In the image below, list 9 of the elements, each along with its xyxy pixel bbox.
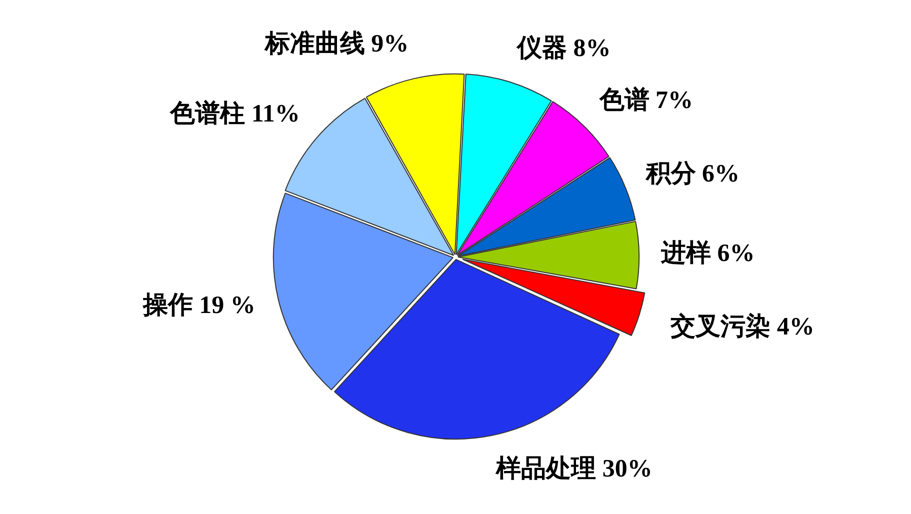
slice-label: 色谱柱 11%	[169, 99, 300, 128]
slice-label: 样品处理 30%	[495, 454, 652, 483]
slice-label: 标准曲线 9%	[264, 30, 409, 58]
slice-label: 进样 6%	[660, 239, 755, 268]
slice-label: 色谱 7%	[598, 86, 694, 114]
slice-label: 仪器 8%	[516, 34, 611, 62]
slice-label: 积分 6%	[644, 160, 740, 188]
slice-label: 交叉污染 4%	[670, 312, 814, 340]
slice-label: 操作 19 %	[142, 292, 256, 320]
